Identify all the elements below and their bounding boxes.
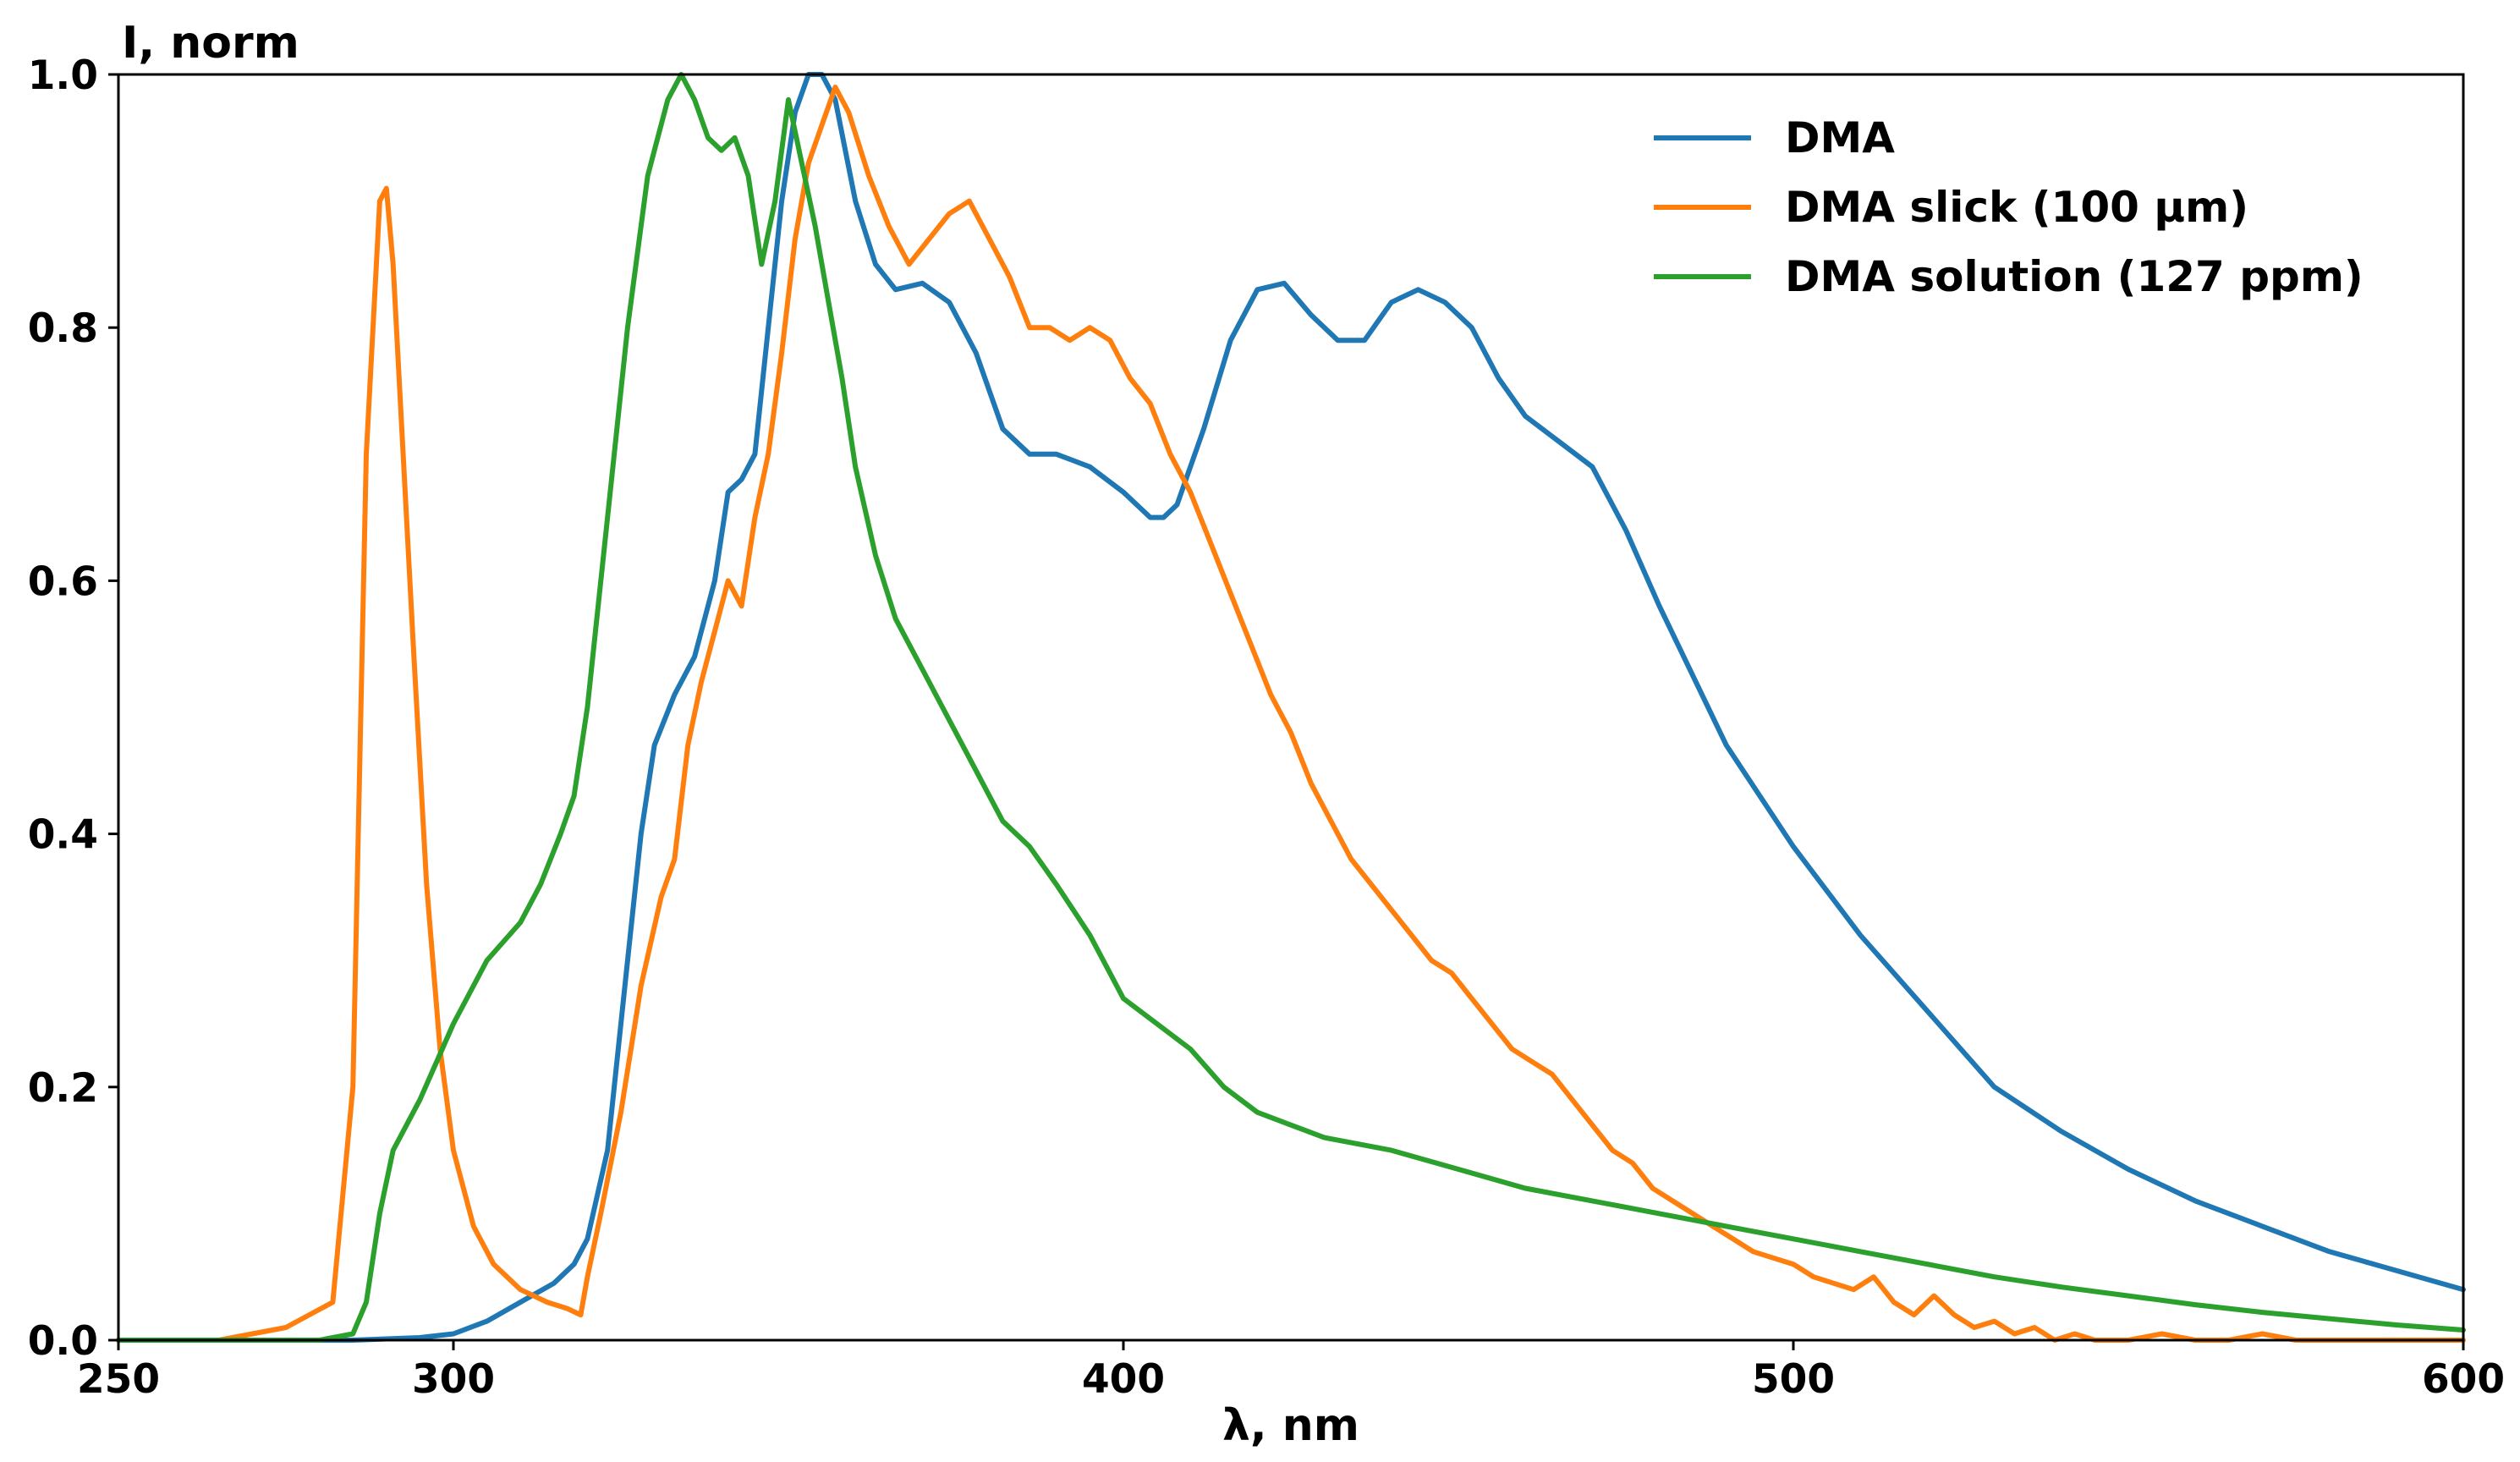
series-line-1: [116, 85, 2466, 1343]
x-tick-label: 400: [1082, 1356, 1165, 1403]
series-line-0: [116, 72, 2466, 1343]
y-tick-label: 0.4: [28, 812, 98, 859]
x-tick-label: 300: [412, 1356, 495, 1403]
x-tick-label: 600: [2422, 1356, 2505, 1403]
y-tick-label: 0.0: [28, 1318, 98, 1365]
y-tick-label: 0.6: [28, 558, 98, 605]
x-tick-label: 500: [1752, 1356, 1835, 1403]
y-tick-label: 0.2: [28, 1065, 98, 1112]
y-tick-label: 0.8: [28, 305, 98, 352]
y-axis-label: I, norm: [122, 18, 299, 69]
legend-label-1: DMA slick (100 μm): [1785, 183, 2248, 232]
legend-label-0: DMA: [1785, 113, 1895, 162]
plot-area: [116, 72, 2466, 1343]
plot-frame: [117, 73, 2465, 1342]
y-tick-label: 1.0: [28, 52, 98, 99]
series-line-2: [116, 72, 2466, 1343]
x-tick-label: 250: [77, 1356, 160, 1403]
x-axis-label: λ, nm: [1222, 1400, 1359, 1451]
axis-ticks: 250 300 400 500 600 0.0 0.2 0.4 0.6 0.8 1.0: [28, 52, 2505, 1403]
legend-label-2: DMA solution (127 ppm): [1785, 252, 2364, 301]
legend: DMA DMA slick (100 μm) DMA solution (127 p…: [1654, 113, 2364, 301]
